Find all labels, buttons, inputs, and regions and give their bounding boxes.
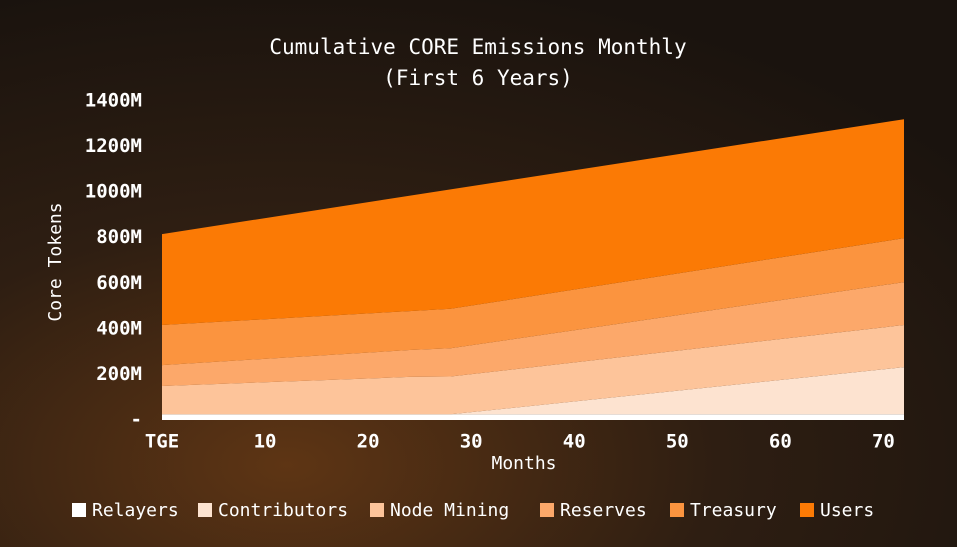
x-tick-label: TGE [145,431,179,453]
area [162,324,904,415]
legend-label: Relayers [92,500,179,521]
area [162,367,904,415]
y-tick-label: 1000M [85,181,142,203]
y-tick-label: - [131,409,142,431]
legend-label: Contributors [218,500,348,521]
x-tick-label: 50 [666,431,689,453]
y-tick-label: 400M [96,317,142,339]
x-tick-label: 30 [460,431,483,453]
area [162,119,904,325]
x-tick-label: 70 [872,431,895,453]
x-tick-label: 20 [357,431,380,453]
legend-label: Treasury [690,500,777,521]
chart-title: Cumulative CORE Emissions Monthly [269,35,686,59]
x-tick-label: 40 [563,431,586,453]
legend-swatch [72,503,86,517]
area [162,282,904,387]
legend: Relayers Contributors Node Mining Reserves T… [72,500,874,521]
legend-swatch [370,503,384,517]
legend-label: Node Mining [390,500,509,521]
y-tick-label: 600M [96,272,142,294]
plot-area [162,119,904,420]
chart-subtitle: (First 6 Years) [383,66,573,90]
legend-swatch [540,503,554,517]
x-axis-label: Months [491,453,556,474]
legend-swatch [198,503,212,517]
legend-swatch [670,503,684,517]
x-tick-label: 60 [769,431,792,453]
x-tick-label: 10 [254,431,277,453]
y-tick-label: 800M [96,226,142,248]
area [162,414,904,420]
area [162,238,904,366]
y-axis-label: Core Tokens [45,202,66,321]
y-tick-label: 1400M [85,90,142,112]
legend-swatch [800,503,814,517]
y-tick-label: 200M [96,363,142,385]
y-tick-label: 1200M [85,135,142,157]
legend-label: Reserves [560,500,647,521]
legend-label: Users [820,500,874,521]
